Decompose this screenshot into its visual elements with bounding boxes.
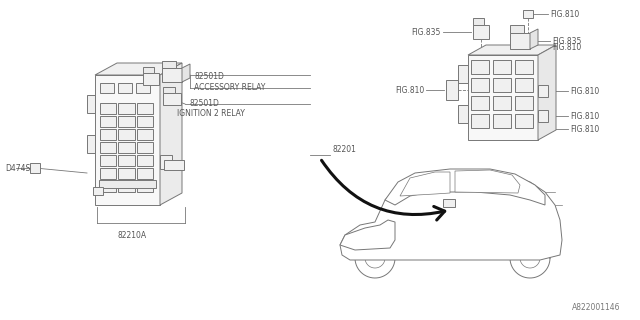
Bar — [493, 114, 511, 128]
Bar — [100, 116, 116, 127]
Polygon shape — [93, 187, 103, 195]
Polygon shape — [473, 18, 484, 25]
Polygon shape — [164, 160, 184, 170]
Bar — [443, 199, 455, 207]
Bar — [100, 83, 114, 93]
Polygon shape — [162, 61, 176, 68]
Bar — [87, 135, 95, 153]
Polygon shape — [340, 175, 562, 260]
Bar — [100, 129, 116, 140]
Polygon shape — [160, 63, 182, 205]
Text: ACCESSORY RELAY: ACCESSORY RELAY — [194, 83, 266, 92]
Bar — [137, 181, 153, 192]
Text: 82501D: 82501D — [194, 72, 224, 81]
Bar — [100, 103, 116, 114]
Polygon shape — [163, 93, 181, 105]
Polygon shape — [510, 25, 524, 33]
Bar — [87, 95, 95, 113]
Bar — [471, 78, 489, 92]
Bar — [137, 129, 153, 140]
Bar — [137, 155, 153, 166]
Text: FIG.810: FIG.810 — [552, 43, 581, 52]
Polygon shape — [385, 169, 545, 205]
Polygon shape — [182, 64, 190, 82]
Polygon shape — [340, 220, 395, 250]
Polygon shape — [400, 172, 450, 196]
Polygon shape — [538, 45, 556, 140]
Bar — [458, 105, 468, 123]
Bar — [118, 116, 134, 127]
Polygon shape — [30, 163, 40, 173]
Bar — [515, 96, 533, 110]
Bar — [118, 142, 134, 153]
Text: 82501D: 82501D — [189, 99, 219, 108]
Polygon shape — [455, 170, 520, 193]
Text: IGNITION 2 RELAY: IGNITION 2 RELAY — [177, 109, 245, 118]
Polygon shape — [530, 29, 538, 49]
Bar — [99, 180, 156, 188]
Polygon shape — [143, 67, 154, 73]
Bar — [493, 60, 511, 74]
Bar — [538, 85, 548, 97]
Bar — [100, 142, 116, 153]
Bar — [137, 103, 153, 114]
Text: FIG.810: FIG.810 — [570, 111, 599, 121]
Polygon shape — [95, 75, 160, 205]
Bar — [118, 83, 132, 93]
Bar — [118, 181, 134, 192]
Bar — [493, 78, 511, 92]
Bar — [515, 60, 533, 74]
Polygon shape — [162, 68, 182, 82]
Bar — [137, 168, 153, 179]
Polygon shape — [468, 55, 538, 140]
Polygon shape — [163, 87, 175, 93]
Bar — [118, 155, 134, 166]
Bar — [118, 168, 134, 179]
Bar — [523, 10, 533, 18]
Bar — [471, 114, 489, 128]
Bar — [458, 65, 468, 83]
Bar — [515, 114, 533, 128]
Bar — [471, 60, 489, 74]
Text: FIG.810: FIG.810 — [570, 124, 599, 133]
Text: FIG.810: FIG.810 — [570, 86, 599, 95]
Bar — [473, 25, 489, 39]
Text: D474S: D474S — [5, 164, 30, 172]
Bar — [137, 116, 153, 127]
Polygon shape — [95, 63, 182, 75]
Text: FIG.810: FIG.810 — [550, 10, 579, 19]
Text: 82201: 82201 — [332, 145, 356, 154]
Polygon shape — [143, 73, 159, 85]
Bar — [100, 168, 116, 179]
Bar — [493, 96, 511, 110]
Text: 82210A: 82210A — [117, 231, 146, 240]
Text: A822001146: A822001146 — [572, 303, 620, 312]
Bar — [100, 155, 116, 166]
Bar — [471, 96, 489, 110]
Bar — [538, 110, 548, 122]
Bar — [137, 142, 153, 153]
Text: FIG.835: FIG.835 — [552, 36, 581, 45]
Bar — [160, 155, 172, 169]
Bar — [510, 33, 530, 49]
Bar — [136, 83, 150, 93]
Text: FIG.810: FIG.810 — [395, 85, 424, 94]
Bar — [118, 103, 134, 114]
Bar — [100, 181, 116, 192]
Polygon shape — [468, 45, 556, 55]
Bar — [515, 78, 533, 92]
FancyArrowPatch shape — [321, 160, 445, 220]
Bar — [118, 129, 134, 140]
Bar — [446, 80, 458, 100]
Text: FIG.835: FIG.835 — [412, 28, 441, 36]
